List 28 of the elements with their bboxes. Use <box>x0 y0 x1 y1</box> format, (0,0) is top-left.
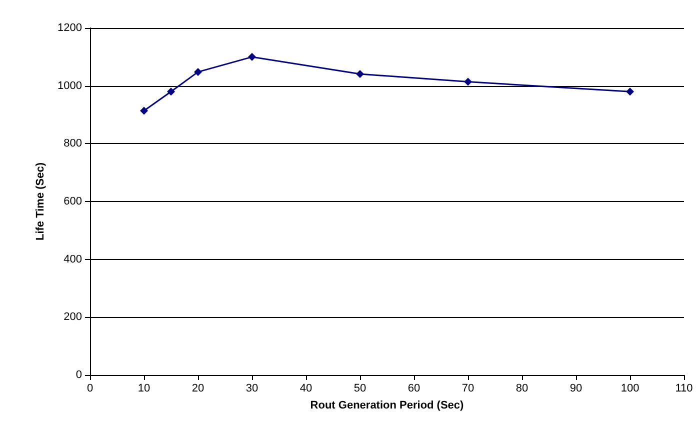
x-tick-label: 110 <box>675 382 693 394</box>
point <box>464 78 472 86</box>
y-tick-label: 200 <box>64 311 82 324</box>
point <box>626 88 634 96</box>
point <box>248 52 256 61</box>
y-axis-title: Life Time (Sec) <box>34 162 46 241</box>
y-tick-label: 0 <box>76 369 82 381</box>
x-tick-label: 20 <box>192 382 204 394</box>
x-axis-title: Rout Generation Period (Sec) <box>310 400 464 412</box>
point <box>167 88 175 96</box>
x-tick-label: 100 <box>620 382 640 394</box>
x-tick-label: 70 <box>462 382 474 394</box>
point <box>140 106 148 115</box>
x-tick-label: 50 <box>354 382 366 394</box>
y-tick-label: 600 <box>64 196 82 208</box>
x-tick-label: 40 <box>300 382 312 394</box>
x-tick-label: 0 <box>86 382 94 394</box>
point <box>194 68 202 76</box>
y-tick-label: 1200 <box>58 22 82 34</box>
x-tick-label: 90 <box>570 382 582 394</box>
x-tick-label: 60 <box>408 382 420 394</box>
x-tick-label: 80 <box>516 382 528 394</box>
y-tick-label: 400 <box>64 253 82 266</box>
x-tick-label: 10 <box>138 382 150 394</box>
point <box>356 70 364 78</box>
y-tick-label: 800 <box>64 138 82 150</box>
y-tick-label: 1000 <box>58 80 82 92</box>
x-tick-label: 30 <box>246 382 258 394</box>
